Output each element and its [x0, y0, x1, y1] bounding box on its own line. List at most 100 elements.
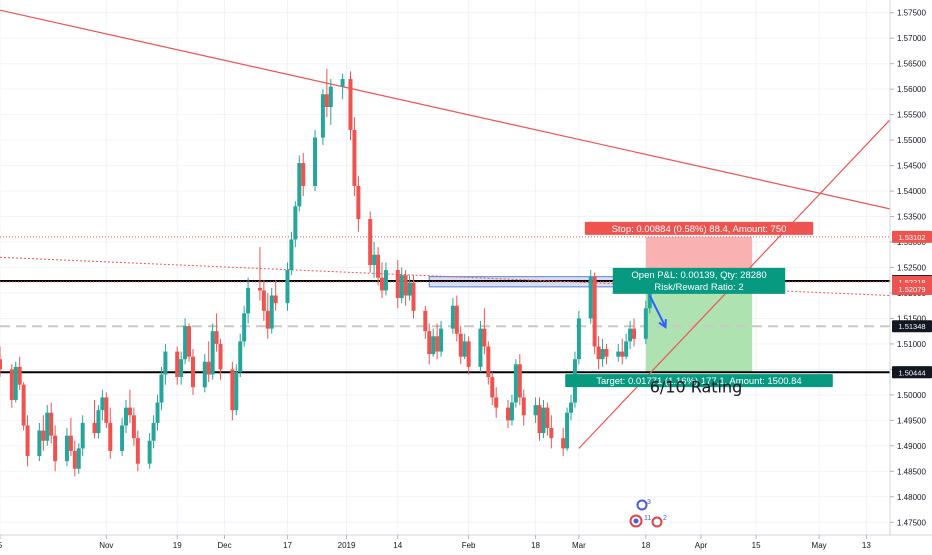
candle-body: [68, 435, 73, 451]
price-tick-label: 1.55500: [897, 111, 926, 120]
candle-body: [64, 435, 69, 462]
logo-count-2: 11: [644, 515, 651, 522]
price-tick-label: 1.51500: [897, 314, 926, 323]
candle-body: [403, 275, 408, 296]
time-tick-label: 2019: [338, 541, 356, 550]
candle-body: [521, 397, 526, 416]
candle-body: [246, 287, 251, 314]
logo-icon-2[interactable]: [629, 514, 643, 528]
price-badge[interactable]: [892, 282, 932, 295]
rating-annotation: 6/10 Rating: [650, 377, 743, 396]
candle-body: [297, 163, 302, 207]
candle-body: [431, 336, 436, 355]
candle-body: [21, 384, 26, 426]
trendline[interactable]: [0, 9, 891, 210]
candle-body: [537, 405, 542, 434]
time-axis-bg: [0, 535, 932, 550]
price-tick-label: 1.48000: [897, 493, 926, 502]
time-tick-label: Dec: [217, 541, 231, 550]
price-badge-label: 1.52218: [898, 278, 925, 287]
candle-body: [545, 407, 550, 428]
candle-body: [454, 305, 459, 334]
candle-body: [620, 351, 625, 357]
time-tick-label: May: [812, 541, 827, 550]
candle-body: [395, 270, 400, 299]
trendline[interactable]: [0, 256, 891, 297]
candle-body: [214, 331, 219, 344]
candle-body: [135, 438, 140, 464]
candle-body: [265, 310, 270, 329]
price-tick-label: 1.49000: [897, 442, 926, 451]
candle-body: [159, 374, 164, 403]
candle-body: [628, 328, 633, 342]
candle-body: [632, 328, 637, 339]
candle-body: [13, 366, 18, 400]
candle-body: [41, 430, 46, 441]
candle-body: [368, 219, 373, 265]
candle-body: [190, 356, 195, 388]
candle-body: [383, 270, 388, 291]
candle-body: [379, 277, 384, 291]
candle-body: [624, 341, 629, 357]
logo-count-1: 3: [647, 499, 651, 506]
candle-body: [257, 287, 262, 291]
candle-body: [541, 407, 546, 434]
candle-body: [427, 331, 432, 355]
time-tick-label: Nov: [99, 541, 113, 550]
stop-label: Stop: 0.00884 (0.58%) 88.4, Amount: 750: [612, 224, 787, 235]
price-badge[interactable]: [892, 320, 932, 333]
arrow-head[interactable]: [658, 319, 667, 329]
candle-body: [533, 405, 538, 416]
logo-count-3: 2: [663, 515, 667, 522]
price-tick-label: 1.56500: [897, 60, 926, 69]
arrow-line[interactable]: [648, 295, 667, 328]
candle-body: [517, 364, 522, 398]
candle-body: [576, 318, 581, 360]
candle-body: [643, 308, 648, 339]
candle-body: [506, 407, 511, 421]
candle-body: [293, 206, 298, 240]
candle-body: [179, 359, 184, 378]
candle-body: [423, 310, 428, 332]
time-tick-label: Mar: [572, 541, 586, 550]
annotations[interactable]: Stop: 0.00884 (0.58%) 88.4, Amount: 750 O…: [565, 221, 833, 397]
price-tick-label: 1.50000: [897, 391, 926, 400]
candle-body: [435, 336, 440, 352]
logo-icon-3[interactable]: [651, 516, 663, 528]
candle-body: [25, 425, 30, 457]
candle-body: [45, 412, 50, 441]
price-badge[interactable]: [892, 366, 932, 379]
candle-body: [458, 333, 463, 357]
candle-body: [324, 94, 329, 107]
candle-body: [285, 270, 290, 304]
candle-body: [37, 430, 42, 457]
price-tick-label: 1.49500: [897, 416, 926, 425]
target-label: Target: 0.01771 (1.16%) 177.1, Amount: 1…: [596, 376, 801, 387]
candle-body: [131, 415, 136, 439]
price-tick-label: 1.54500: [897, 162, 926, 171]
candle-body: [202, 361, 207, 388]
candle-body: [478, 328, 483, 367]
candle-body: [356, 185, 361, 220]
price-badge[interactable]: [892, 230, 932, 243]
time-tick-label: Apr: [695, 541, 708, 550]
candle-body: [230, 369, 235, 411]
candle-body: [301, 163, 306, 186]
candle-body: [407, 282, 412, 296]
candle-body: [218, 343, 223, 370]
candle-body: [289, 239, 294, 271]
price-tick-label: 1.51000: [897, 340, 926, 349]
candle-body: [234, 371, 239, 411]
logo-badges[interactable]: 3 11 2: [629, 499, 668, 528]
candle-body: [616, 351, 621, 357]
entry-label-box[interactable]: [612, 267, 786, 294]
stop-label-box[interactable]: [584, 221, 814, 235]
logo-icon-1[interactable]: [636, 499, 648, 511]
candle-body: [108, 422, 113, 451]
target-label-box[interactable]: [565, 374, 833, 388]
price-tick-label: 1.54000: [897, 187, 926, 196]
